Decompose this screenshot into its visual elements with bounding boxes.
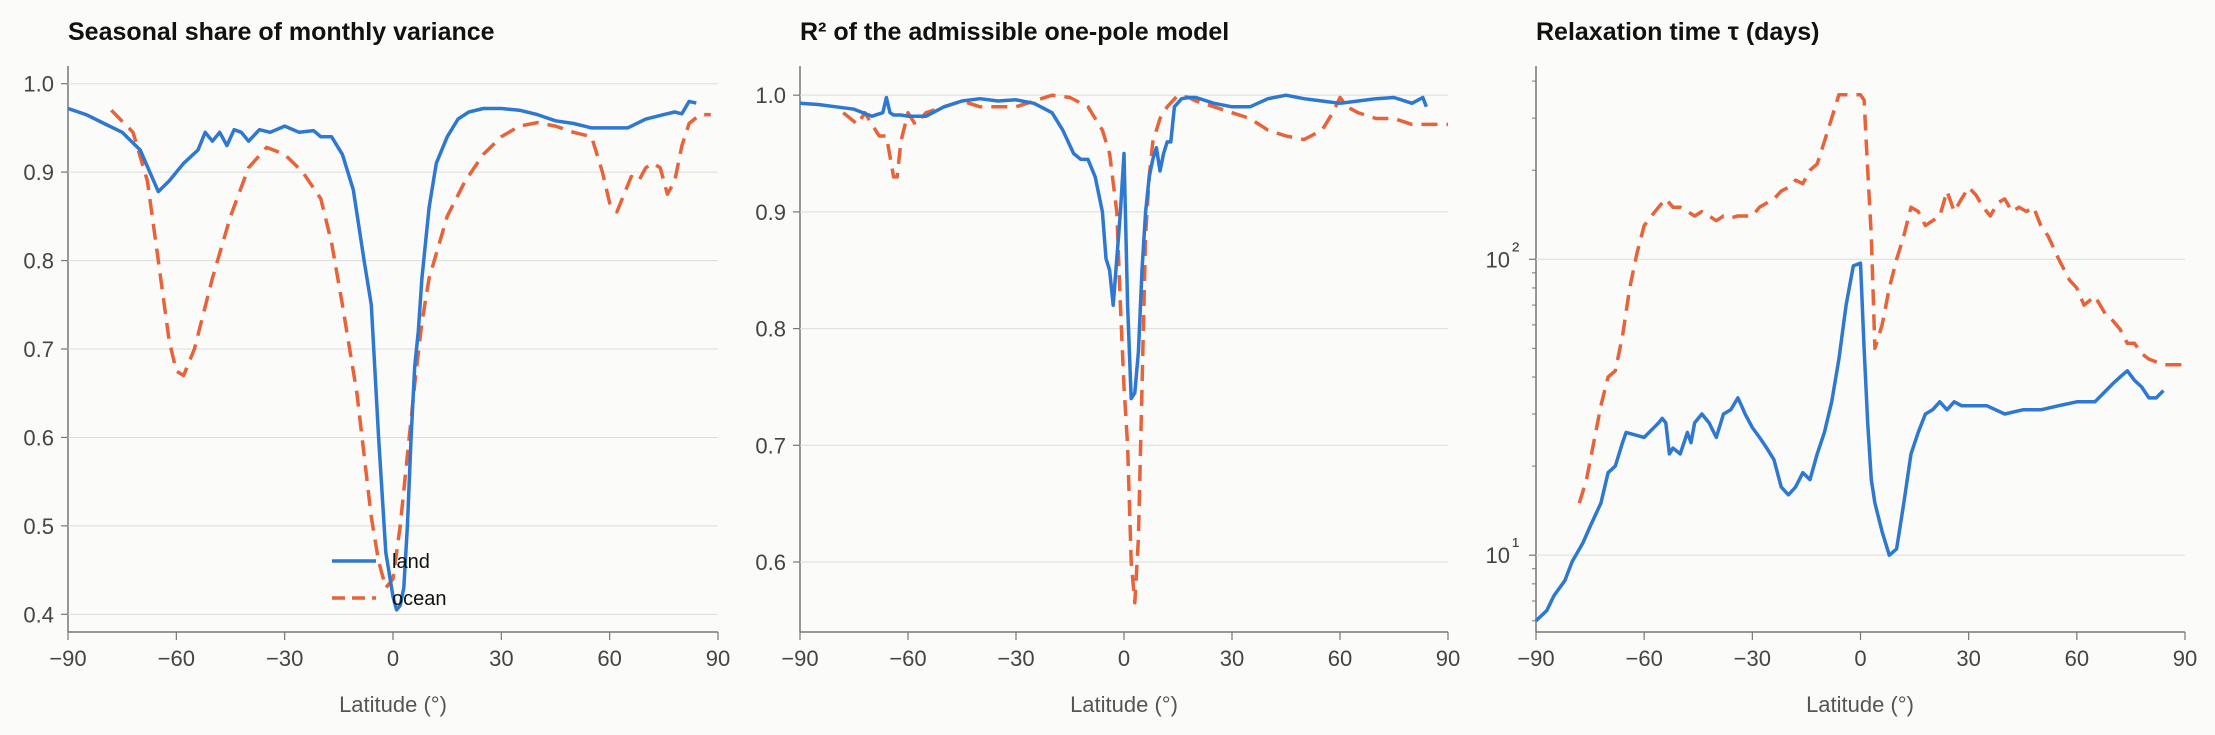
x-tick-marks bbox=[1535, 632, 2186, 640]
legend-ocean-label: ocean bbox=[392, 588, 447, 610]
y-tick-labels: 10 ¹10 ² bbox=[1486, 237, 1520, 568]
y-tick-label: 0.5 bbox=[23, 514, 54, 539]
y-tick-label: 10 bbox=[1486, 543, 1510, 568]
x-tick-label: −90 bbox=[49, 646, 86, 671]
y-tick-exponent: ¹ bbox=[1512, 533, 1519, 558]
x-tick-label: 90 bbox=[706, 646, 730, 671]
x-tick-label: 30 bbox=[1956, 646, 1980, 671]
x-tick-label: −90 bbox=[781, 646, 818, 671]
x-tick-marks bbox=[799, 632, 1449, 640]
y-tick-label: 1.0 bbox=[23, 72, 54, 97]
x-tick-label: 90 bbox=[2173, 646, 2197, 671]
panel-title: Relaxation time τ (days) bbox=[1536, 18, 1819, 46]
y-tick-label: 0.8 bbox=[23, 249, 54, 274]
y-tick-label: 0.7 bbox=[23, 337, 54, 362]
land-series-line bbox=[1534, 261, 2165, 623]
y-tick-labels: 0.4 0.5 0.6 0.7 0.8 0.9 1.0 bbox=[23, 72, 54, 628]
y-tick-label: 0.6 bbox=[755, 550, 786, 575]
panel-title: Seasonal share of monthly variance bbox=[68, 18, 495, 46]
land-series-line bbox=[799, 93, 1429, 401]
series-lines bbox=[799, 93, 1448, 605]
land-series-line bbox=[67, 99, 697, 612]
y-tick-label: 0.6 bbox=[23, 425, 54, 450]
x-tick-label: −60 bbox=[889, 646, 926, 671]
x-tick-label: 0 bbox=[387, 646, 399, 671]
y-tick-label: 0.8 bbox=[755, 317, 786, 342]
x-tick-label: 0 bbox=[1854, 646, 1866, 671]
ocean-series-line bbox=[110, 108, 711, 590]
series-lines bbox=[67, 99, 711, 612]
grid-lines bbox=[61, 66, 718, 632]
y-tick-label: 1.0 bbox=[755, 83, 786, 108]
x-tick-marks bbox=[67, 632, 719, 640]
legend: land ocean bbox=[332, 551, 447, 610]
x-tick-label: −90 bbox=[1517, 646, 1554, 671]
x-axis-label: Latitude (°) bbox=[339, 692, 447, 717]
y-tick-label: 0.7 bbox=[755, 433, 786, 458]
x-tick-label: 60 bbox=[2065, 646, 2089, 671]
x-tick-label: 90 bbox=[1436, 646, 1460, 671]
series-lines bbox=[1534, 92, 2185, 623]
y-tick-label: 10 bbox=[1486, 247, 1510, 272]
grid-lines bbox=[1529, 66, 2185, 632]
x-tick-labels: −90 −60 −30 0 30 60 90 bbox=[49, 646, 730, 671]
x-tick-labels: −90 −60 −30 0 30 60 90 bbox=[781, 646, 1460, 671]
x-axis-label: Latitude (°) bbox=[1070, 692, 1178, 717]
panel-seasonal-share: Seasonal share of monthly variance 0.40.… bbox=[23, 18, 730, 717]
x-tick-label: 0 bbox=[1118, 646, 1130, 671]
x-tick-label: 30 bbox=[1220, 646, 1244, 671]
legend-land-label: land bbox=[392, 551, 430, 573]
y-tick-label: 0.9 bbox=[755, 200, 786, 225]
x-tick-label: −60 bbox=[158, 646, 195, 671]
ocean-series-line bbox=[1577, 92, 2185, 504]
x-tick-label: −30 bbox=[266, 646, 303, 671]
panel-relaxation-time: Relaxation time τ (days) 10 ¹10 ² −90 −60 −3… bbox=[1486, 18, 2198, 717]
y-tick-label: 0.9 bbox=[23, 160, 54, 185]
x-tick-label: 30 bbox=[489, 646, 513, 671]
x-tick-label: −30 bbox=[997, 646, 1034, 671]
y-tick-exponent: ² bbox=[1512, 237, 1519, 262]
y-tick-labels: 0.6 0.7 0.8 0.9 1.0 bbox=[755, 83, 786, 575]
x-tick-label: −60 bbox=[1626, 646, 1663, 671]
x-axis-label: Latitude (°) bbox=[1806, 692, 1914, 717]
panel-title: R² of the admissible one-pole model bbox=[800, 18, 1229, 46]
x-tick-label: −30 bbox=[1734, 646, 1771, 671]
y-tick-label: 0.4 bbox=[23, 602, 54, 627]
x-tick-label: 60 bbox=[1328, 646, 1352, 671]
panel-r-squared: R² of the admissible one-pole model 0.60… bbox=[755, 18, 1460, 717]
x-tick-labels: −90 −60 −30 0 30 60 90 bbox=[1517, 646, 2197, 671]
x-tick-label: 60 bbox=[597, 646, 621, 671]
